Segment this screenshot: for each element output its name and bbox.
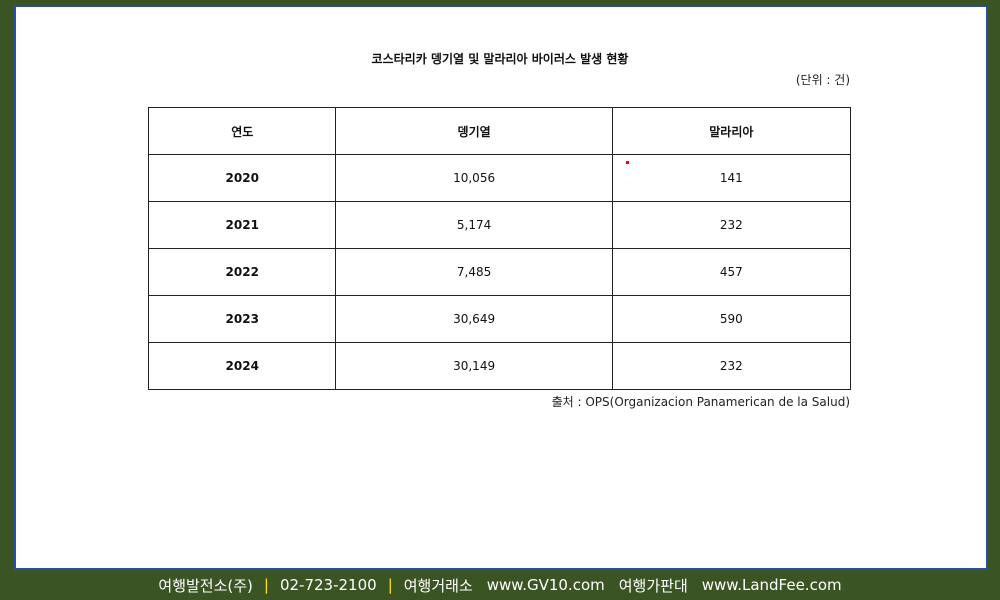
footer-site2-name: 여행가판대 <box>618 576 688 595</box>
cell-malaria: 457 <box>611 248 852 296</box>
footer-separator: | <box>387 576 393 594</box>
cell-malaria: 141 <box>611 154 852 202</box>
disease-table: 연도 뎅기열 말라리아 2020 10,056 141 2021 5,174 2… <box>147 107 852 390</box>
table-row: 2022 7,485 457 <box>147 248 852 296</box>
table-header-row: 연도 뎅기열 말라리아 <box>147 107 852 155</box>
cell-dengue: 5,174 <box>335 201 613 249</box>
cell-year: 2020 <box>147 154 337 202</box>
cell-malaria: 232 <box>611 201 852 249</box>
table-row: 2024 30,149 232 <box>147 342 852 390</box>
red-marker-dot <box>626 161 629 164</box>
unit-label: (단위 : 건) <box>795 73 850 87</box>
cell-year: 2021 <box>147 201 337 249</box>
cell-year: 2022 <box>147 248 337 296</box>
table-row: 2023 30,649 590 <box>147 295 852 343</box>
cell-malaria: 232 <box>611 342 852 390</box>
table-row: 2021 5,174 232 <box>147 201 852 249</box>
footer-site1-name: 여행거래소 <box>403 576 473 595</box>
header-year: 연도 <box>147 107 337 155</box>
footer-separator: | <box>263 576 269 594</box>
footer-site1-link[interactable]: www.GV10.com <box>486 576 605 594</box>
cell-dengue: 7,485 <box>335 248 613 296</box>
cell-year: 2024 <box>147 342 337 390</box>
cell-year: 2023 <box>147 295 337 343</box>
cell-malaria: 590 <box>611 295 852 343</box>
footer-company: 여행발전소(주) <box>158 576 253 595</box>
footer-phone: 02-723-2100 <box>279 576 377 594</box>
header-dengue: 뎅기열 <box>335 107 613 155</box>
table-row: 2020 10,056 141 <box>147 154 852 202</box>
cell-dengue: 30,149 <box>335 342 613 390</box>
page-title: 코스타리카 뎅기열 및 말라리아 바이러스 발생 현황 <box>371 52 629 66</box>
source-note: 출처 : OPS(Organizacion Panamerican de la … <box>551 395 850 409</box>
footer-site2-link[interactable]: www.LandFee.com <box>701 576 842 594</box>
cell-dengue: 10,056 <box>335 154 613 202</box>
header-malaria: 말라리아 <box>611 107 852 155</box>
cell-dengue: 30,649 <box>335 295 613 343</box>
footer-bar: 여행발전소(주) | 02-723-2100 | 여행거래소 www.GV10.… <box>0 570 1000 600</box>
